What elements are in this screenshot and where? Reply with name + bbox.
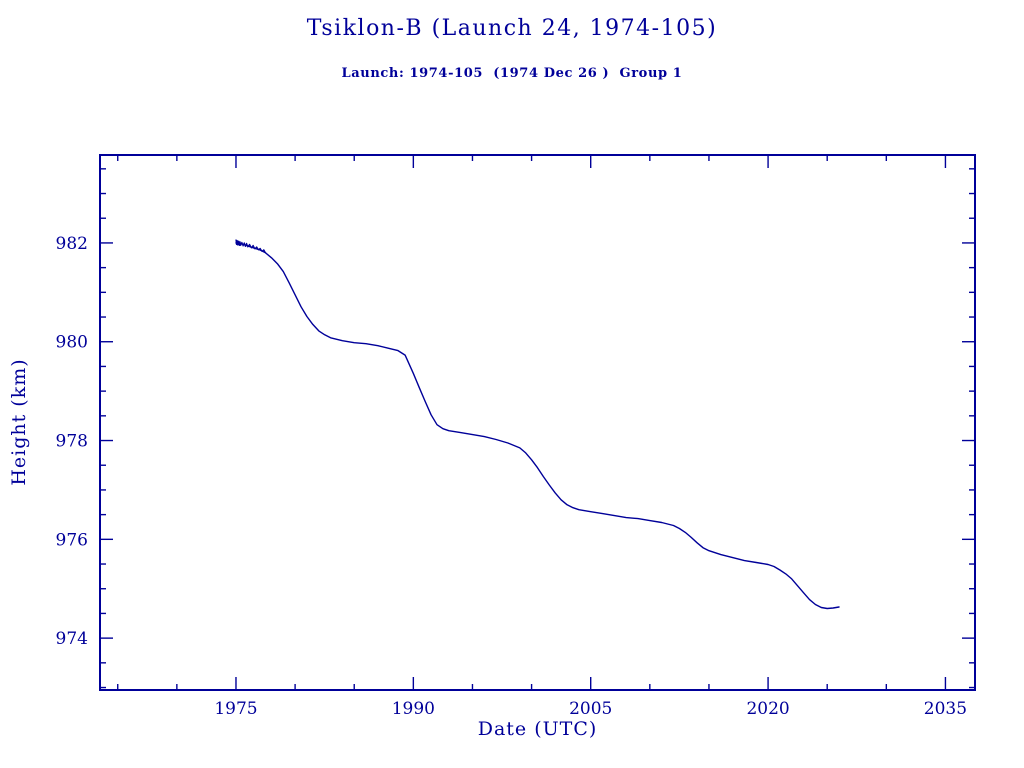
early-dense-scatter xyxy=(235,239,267,254)
height-series-line xyxy=(235,242,840,610)
y-tick-label: 976 xyxy=(56,530,88,550)
x-tick-label: 1975 xyxy=(214,699,257,719)
x-tick-label: 2020 xyxy=(746,699,789,719)
y-tick-label: 980 xyxy=(56,333,88,353)
x-tick-label: 1990 xyxy=(392,699,435,719)
y-tick-label: 974 xyxy=(56,629,88,649)
x-tick-label: 2035 xyxy=(924,699,967,719)
x-tick-label: 2005 xyxy=(569,699,612,719)
chart-title: Tsiklon-B (Launch 24, 1974-105) xyxy=(306,16,718,41)
y-tick-label: 978 xyxy=(56,432,88,452)
y-tick-label: 982 xyxy=(56,234,88,254)
plot-frame xyxy=(99,154,976,691)
x-axis-label: Date (UTC) xyxy=(477,718,598,740)
chart-subtitle: Launch: 1974-105 (1974 Dec 26 ) Group 1 xyxy=(341,66,683,81)
